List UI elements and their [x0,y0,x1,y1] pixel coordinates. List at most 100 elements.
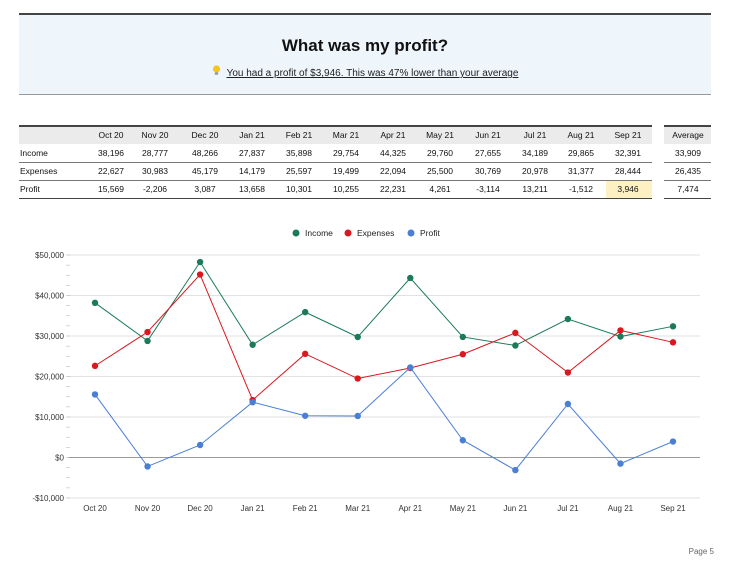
legend-marker-profit [407,229,415,237]
data-point-profit [459,437,467,444]
data-point-expenses [407,364,414,372]
table-cell: 4,261 [429,184,451,194]
data-point-expenses [564,369,572,376]
table-cell: 3,946 [617,184,639,194]
column-header: Aug 21 [567,130,595,140]
x-tick-label: Apr 21 [398,504,422,513]
table-cell: 30,983 [142,166,168,176]
legend-label: Profit [420,228,440,238]
average-cell: 33,909 [675,148,701,158]
y-tick-label: $10,000 [35,413,64,422]
table-cell: 22,231 [380,184,406,194]
data-point-income [617,333,624,340]
row-divider [19,198,652,199]
series-line-income [94,261,674,347]
data-point-expenses [301,350,309,358]
data-point-expenses [669,339,677,346]
data-point-expenses [354,375,361,382]
data-point-profit [354,412,361,420]
data-point-income [301,308,309,316]
row-divider [664,198,711,199]
data-point-profit [617,460,624,467]
table-cell: 13,211 [522,184,548,194]
x-tick-label: Jan 21 [241,504,266,513]
data-point-profit [407,364,414,371]
data-point-expenses [196,271,204,278]
table-cell: -1,512 [568,184,594,194]
table-cell: 30,769 [475,166,501,176]
table-cell: 29,754 [333,148,359,158]
x-tick-label: Nov 20 [135,504,161,513]
table-cell: 29,865 [568,148,594,158]
y-tick-label: $50,000 [35,251,64,260]
page-title: What was my profit? [281,36,449,55]
table-cell: 13,658 [239,184,265,194]
x-tick-label: Jun 21 [503,504,528,513]
series-line-profit [94,366,674,471]
data-point-income [196,258,204,266]
average-header [664,125,711,144]
y-tick-label: $0 [55,454,64,463]
table-cell: 28,777 [142,148,168,158]
table-cell: 27,655 [475,148,501,158]
series-line-expenses [94,273,674,401]
table-cell: 25,597 [286,166,312,176]
table-cell: 10,255 [333,184,359,194]
table-cell: 44,325 [380,148,406,158]
data-point-expenses [459,351,467,358]
data-point-income [459,333,467,341]
x-tick-label: Sep 21 [660,504,686,513]
y-tick-label: $40,000 [35,292,64,301]
data-point-profit [512,466,519,474]
table-cell: 27,837 [239,148,265,158]
data-point-profit [669,438,677,445]
lightbulb-icon [212,65,222,79]
row-label: Expenses [20,166,58,176]
x-tick-label: May 21 [450,504,477,513]
legend-label: Income [305,228,333,238]
row-divider [664,162,711,163]
column-header: Mar 21 [332,130,360,140]
table-cell: 15,569 [98,184,124,194]
average-column-header: Average [672,130,704,140]
row-label: Income [20,148,48,158]
table-cell: 31,377 [568,166,594,176]
data-point-expenses [91,362,99,370]
table-cell: 38,196 [98,148,124,158]
y-tick-label: $20,000 [35,373,64,382]
table-cell: 28,444 [615,166,641,176]
x-tick-label: Oct 20 [83,504,107,513]
summary-message: You had a profit of $3,946. This was 47%… [226,68,519,79]
table-cell: 32,391 [615,148,641,158]
table-cell: 34,189 [522,148,548,158]
column-header: Jun 21 [475,130,501,140]
data-point-income [512,342,519,349]
table-cell: 25,500 [427,166,453,176]
row-label: Profit [20,184,40,194]
data-point-expenses [617,327,624,334]
column-header: May 21 [426,130,454,140]
data-point-expenses [249,396,256,404]
data-point-income [354,333,361,341]
table-cell: 29,760 [427,148,453,158]
data-point-income [249,341,256,348]
column-header: Jan 21 [239,130,265,140]
table-cell: 22,094 [380,166,406,176]
x-tick-label: Mar 21 [345,504,370,513]
table-cell: 14,179 [239,166,265,176]
table-cell: 22,627 [98,166,124,176]
row-divider [19,180,652,181]
table-cell: 3,087 [194,184,216,194]
x-tick-label: Dec 20 [187,504,213,513]
row-divider [664,180,711,181]
column-header: Jul 21 [523,130,547,140]
page-number: Page 5 [688,547,714,556]
table-cell: 19,499 [333,166,359,176]
table-header [19,125,652,144]
data-point-profit [144,463,151,470]
column-header: Dec 20 [191,130,219,140]
column-header: Nov 20 [141,130,169,140]
table-cell: -2,206 [142,184,168,194]
x-tick-label: Jul 21 [557,504,579,513]
data-point-income [669,323,677,330]
